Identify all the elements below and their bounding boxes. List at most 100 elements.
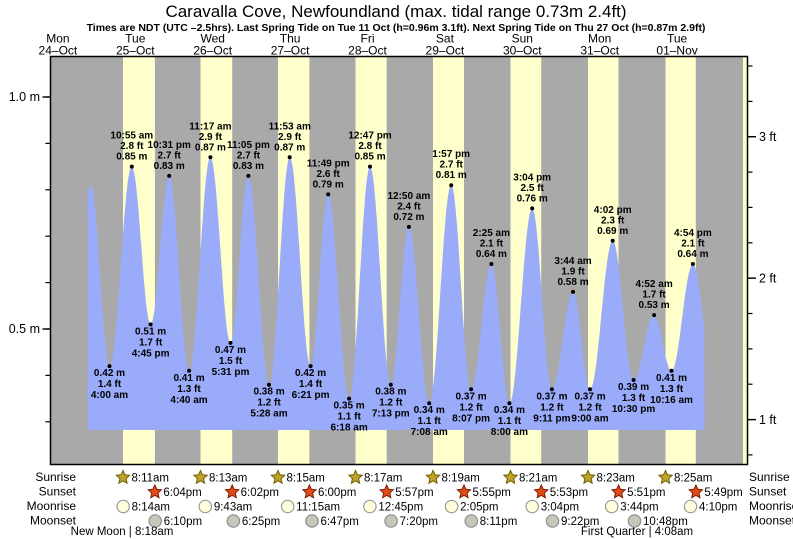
moonrise-icon [444,499,459,514]
sunset-icon [147,483,163,499]
tide-annotation-low: 1.1 ft [337,412,361,423]
tide-annotation-low: 10:16 am [650,395,693,406]
tide-extreme-dot [308,364,313,369]
moonrise-icon [683,499,698,514]
tide-annotation-high: 11:17 am [189,121,231,132]
tide-annotation-low: 0.39 m [618,382,649,393]
day-labels-row: Mon24–OctTue25–OctWed26–OctThu27–OctFri2… [39,32,698,58]
sunrise-row-label-left: Sunrise [35,470,76,484]
day-label-dow: Thu [280,32,301,46]
tide-annotation-high: 2.8 ft [358,141,382,152]
tide-annotation-low: 10:30 pm [612,404,655,415]
sunrise-icon [115,469,131,485]
moonrise-time: 3:44pm [620,502,658,514]
tide-extreme-dot [187,368,192,373]
tide-annotation-low: 5:28 am [250,409,287,420]
daylight-band [743,56,748,465]
tide-extreme-dot [631,378,636,382]
moonset-icon [545,514,560,528]
sunrise-icon [425,469,441,485]
axis-tick-label-right: 2 ft [759,272,777,286]
tide-annotation-high: 0.85 m [354,152,385,163]
day-label-date: 25–Oct [116,44,155,58]
tide-annotation-high: 2.9 ft [199,132,223,143]
moonrise-time: 12:45pm [378,502,423,514]
sunrise-time: 8:17am [364,473,402,485]
axis-tick-label-left: 1.0 m [9,90,40,104]
sunset-time: 5:55pm [472,487,510,499]
tide-annotation-high: 0.85 m [116,152,147,163]
moonrise-row-label-right: Moonrise [749,499,793,513]
tide-annotation-high: 0.58 m [557,277,588,288]
sunset-icon [456,483,472,499]
moonrise-time: 2:05pm [460,502,498,514]
moonrise-icon [525,499,539,514]
tide-area [87,157,705,431]
moonrise-icon [280,499,295,514]
day-label-dow: Fri [361,32,375,46]
tide-extreme-dot [610,238,615,243]
moonset-time: 7:20pm [400,516,438,528]
axis-tick-label-right: 3 ft [759,130,777,144]
tide-extreme-dot [388,382,393,387]
moonrise-time: 9:43am [214,502,252,514]
moonset-time: 10:48pm [643,516,688,528]
tide-annotation-high: 11:49 pm [307,158,350,169]
day-label-date: 29–Oct [426,44,465,58]
tide-annotation-low: 1.7 ft [139,337,163,348]
sunrise-icon [502,469,519,485]
tide-annotation-high: 4:02 pm [594,205,632,216]
moonset-row-label-left: Moonset [30,514,77,528]
tide-extreme-dot [148,322,153,327]
tide-annotation-high: 0.64 m [476,249,507,260]
tide-extreme-dot [347,396,352,401]
moonset-icon [226,514,241,528]
axis-tick-label-right: 1 ft [759,413,777,427]
sunrise-icon [657,469,674,485]
moonset-time: 8:11pm [480,516,518,528]
tide-annotation-low: 0.37 m [456,391,487,402]
tide-annotation-low: 9:00 am [571,413,608,424]
tide-annotation-low: 0.34 m [494,405,525,416]
tide-annotation-low: 0.42 m [94,368,125,379]
axes-layer: 1.0 m 0.5 m 3 ft 2 ft 1 ft [9,55,777,466]
day-label-date: 26–Oct [193,44,232,58]
tide-annotation-high: 2.1 ft [480,239,504,250]
tide-annotation-high: 0.81 m [436,170,467,181]
tide-annotation-high: 0.83 m [154,161,185,172]
tide-annotation-low: 1.3 ft [177,384,201,395]
tide-annotation-high: 0.72 m [393,212,424,223]
tide-annotation-low: 0.51 m [135,326,166,337]
astronomy-rows-layer: 8:11am 8:13am 8:15am 8:17am 8:19am 8:21am 8:23… [115,469,743,528]
day-label-dow: Mon [46,32,69,46]
day-label-dow: Sun [512,32,533,46]
moonset-time: 6:10pm [164,516,202,528]
tide-extreme-dot [368,164,372,169]
day-label-dow: Wed [200,32,224,46]
tide-annotation-high: 3:44 am [554,256,591,267]
tide-annotation-high: 0.87 m [195,142,226,153]
sunrise-time: 8:19am [442,473,480,485]
sunset-icon [378,483,395,499]
tide-extreme-dot [107,364,112,369]
sunset-icon [224,483,240,499]
sunset-time: 5:51pm [627,487,665,499]
tide-extreme-dot [228,340,233,345]
tide-annotation-low: 1.5 ft [219,356,243,367]
tide-annotation-low: 0.47 m [215,345,246,356]
sunrise-icon [270,469,286,485]
tide-extreme-dot [588,387,592,392]
tide-annotation-high: 0.79 m [313,179,344,190]
sunset-time: 6:04pm [163,487,201,499]
tide-annotation-high: 2.3 ft [601,215,625,226]
sunrise-time: 8:13am [209,473,247,485]
page-title: Caravalla Cove, Newfoundland (max. tidal… [165,2,626,21]
moonrise-icon [116,499,130,514]
tide-extreme-dot [267,382,271,387]
tide-annotation-low: 1.2 ft [578,402,602,413]
sunset-icon [301,483,318,499]
tide-annotation-high: 2:25 am [473,228,510,239]
tide-annotation-high: 2.6 ft [317,169,341,180]
moonrise-time: 3:04pm [541,502,579,514]
